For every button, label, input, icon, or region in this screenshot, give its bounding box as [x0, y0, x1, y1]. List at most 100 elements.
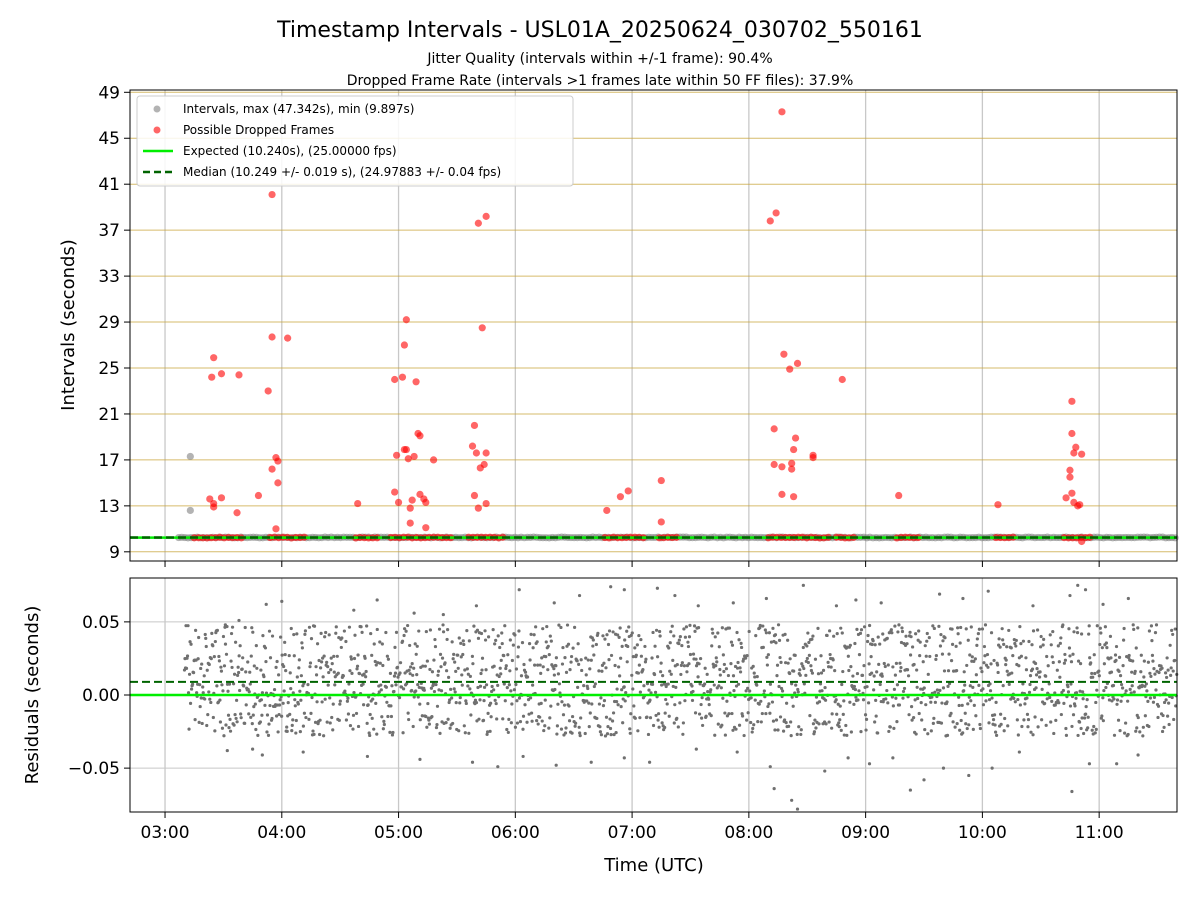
residual-point: [287, 653, 291, 658]
residual-point: [434, 682, 438, 687]
residual-point: [859, 628, 864, 632]
residual-point: [696, 675, 700, 679]
residual-point: [328, 696, 332, 700]
residual-point: [365, 624, 369, 628]
residual-point: [776, 623, 781, 627]
residual-point: [955, 668, 959, 673]
residual-point: [688, 652, 693, 657]
dropped-frame-point: [391, 488, 399, 496]
residual-point: [513, 633, 517, 637]
residual-point: [1062, 701, 1066, 705]
residual-point: [332, 654, 336, 658]
residual-point: [613, 663, 617, 668]
residual-point: [684, 625, 689, 629]
residual-point: [793, 653, 797, 657]
residual-point: [1087, 624, 1091, 628]
residual-point: [573, 625, 577, 630]
residual-point: [1043, 701, 1047, 706]
residual-point: [735, 750, 739, 754]
residual-point: [969, 625, 973, 629]
residual-point: [823, 769, 827, 773]
residual-point: [985, 652, 990, 657]
residual-point: [841, 712, 845, 716]
residual-point: [304, 715, 308, 720]
residual-point: [249, 654, 253, 658]
residual-point: [870, 642, 874, 647]
residual-point: [478, 698, 482, 702]
residual-point: [854, 695, 858, 699]
residuals-xlabel: Time (UTC): [603, 855, 704, 876]
residual-point: [1041, 643, 1045, 647]
residual-point: [413, 642, 417, 646]
residual-point: [622, 756, 626, 760]
residual-point: [864, 728, 868, 732]
residual-point: [1075, 626, 1079, 630]
residual-point: [848, 643, 852, 647]
residual-point: [690, 684, 694, 688]
residual-point: [506, 730, 510, 735]
residual-point: [310, 695, 314, 700]
dropped-frame-point: [208, 373, 216, 381]
residual-point: [264, 659, 268, 664]
residual-point: [840, 631, 844, 635]
residual-point: [917, 629, 921, 633]
residual-point: [268, 703, 272, 708]
residual-point: [1134, 646, 1138, 650]
dropped-frame-point: [603, 506, 611, 515]
residual-point: [857, 652, 862, 657]
residual-point: [606, 725, 610, 729]
residual-point: [381, 727, 385, 731]
residual-point: [778, 655, 782, 660]
residual-point: [546, 668, 550, 672]
dropped-frame-point: [474, 504, 482, 512]
residual-point: [545, 624, 549, 629]
residual-point: [516, 655, 520, 659]
residual-point: [518, 720, 523, 724]
residual-point: [745, 654, 749, 658]
residual-point: [199, 696, 203, 700]
residual-point: [996, 670, 1000, 675]
residual-point: [1118, 729, 1122, 733]
residual-point: [923, 644, 927, 648]
residual-point: [466, 684, 470, 688]
residual-point: [251, 747, 255, 751]
residual-point: [507, 717, 511, 722]
residual-point: [982, 644, 987, 649]
residual-point: [846, 654, 850, 658]
residual-point: [603, 734, 608, 738]
residual-point: [222, 734, 226, 738]
residual-point: [953, 725, 957, 729]
residual-point: [1014, 644, 1018, 648]
residual-point: [422, 688, 426, 692]
residual-point: [828, 652, 832, 657]
residual-point: [554, 763, 558, 767]
residual-point: [1055, 668, 1059, 672]
residual-point: [259, 698, 264, 702]
residual-point: [965, 726, 969, 731]
residual-point: [432, 658, 436, 662]
residual-point: [739, 641, 743, 645]
residual-point: [569, 660, 573, 664]
residual-point: [656, 718, 660, 722]
dropped-frame-point: [616, 493, 625, 501]
residual-point: [380, 642, 384, 646]
residual-point: [682, 664, 687, 668]
residual-point: [571, 646, 575, 650]
residual-point: [1063, 658, 1068, 662]
residual-point: [709, 714, 713, 718]
residual-point: [222, 664, 227, 668]
residual-point: [454, 701, 458, 705]
residual-point: [1002, 729, 1006, 733]
residual-point: [529, 632, 533, 636]
residual-point: [567, 719, 572, 723]
residual-point: [1140, 683, 1144, 687]
residual-point: [935, 688, 939, 692]
residual-point: [1124, 721, 1128, 725]
residual-point: [202, 674, 206, 678]
residual-point: [437, 688, 441, 692]
residual-point: [562, 703, 567, 707]
residual-point: [1088, 656, 1092, 660]
residual-point: [308, 665, 312, 669]
residual-point: [1071, 652, 1075, 656]
